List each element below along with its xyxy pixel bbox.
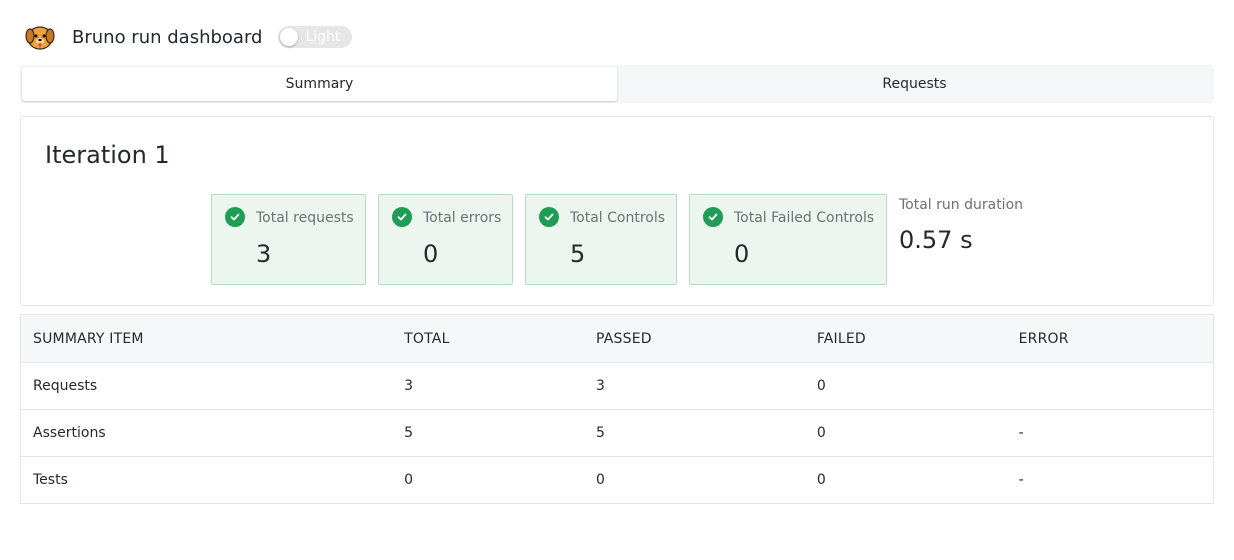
stat-total-failed-controls: Total Failed Controls 0 xyxy=(689,194,887,285)
cell-total: 3 xyxy=(392,362,584,410)
header-total: TOTAL xyxy=(392,314,584,363)
iteration-title: Iteration 1 xyxy=(45,141,170,169)
cell-total: 0 xyxy=(404,472,414,488)
cell-failed: 0 xyxy=(804,409,1007,457)
cell-error xyxy=(1006,362,1214,410)
cell-summary-item: Assertions xyxy=(20,409,393,457)
check-circle-icon xyxy=(703,207,723,227)
summary-table: SUMMARY ITEM TOTAL PASSED FAILED ERROR R… xyxy=(20,314,1214,504)
app-title: Bruno run dashboard xyxy=(72,26,263,48)
table-row: Requests 3 3 0 xyxy=(20,362,1214,410)
cell-total: 5 xyxy=(392,409,584,457)
stat-value: 5 xyxy=(570,240,586,268)
check-circle-icon xyxy=(225,207,245,227)
theme-toggle[interactable]: Light xyxy=(278,26,353,48)
cell-error: - xyxy=(1018,472,1024,488)
stat-value: 0 xyxy=(734,240,750,268)
cell-summary-item: Tests xyxy=(33,472,68,488)
cell-failed: 0 xyxy=(816,472,826,488)
stat-label: Total requests xyxy=(256,210,354,226)
cell-passed: 3 xyxy=(584,362,805,410)
duration-label: Total run duration xyxy=(899,197,1024,213)
table-header-row: SUMMARY ITEM TOTAL PASSED FAILED ERROR xyxy=(20,314,1214,363)
tab-requests[interactable]: Requests xyxy=(882,76,947,92)
table-row: Tests 0 0 0 - xyxy=(21,457,1214,504)
cell-error: - xyxy=(1006,409,1214,457)
table-row: Assertions 5 5 0 - xyxy=(20,409,1214,457)
header: Bruno run dashboard Light xyxy=(24,20,353,54)
check-circle-icon xyxy=(539,207,559,227)
cell-passed: 5 xyxy=(584,409,805,457)
stat-value: 3 xyxy=(256,240,272,268)
duration-value: 0.57 s xyxy=(899,226,973,254)
theme-toggle-label: Light xyxy=(305,29,341,45)
cell-summary-item: Requests xyxy=(20,362,393,410)
cell-failed: 0 xyxy=(804,362,1007,410)
stat-label: Total Controls xyxy=(570,210,666,226)
check-circle-icon xyxy=(392,207,412,227)
stat-total-controls: Total Controls 5 xyxy=(525,194,677,285)
tab-summary[interactable]: Summary xyxy=(22,67,617,101)
bruno-dog-logo-icon xyxy=(25,26,55,50)
header-failed: FAILED xyxy=(804,314,1007,363)
toggle-knob xyxy=(280,28,299,46)
stat-total-errors: Total errors 0 xyxy=(378,194,513,285)
stat-value: 0 xyxy=(423,240,439,268)
header-summary-item: SUMMARY ITEM xyxy=(20,314,393,363)
iteration-summary-card: Iteration 1 Total requests 3 Total error… xyxy=(20,116,1214,306)
header-error: ERROR xyxy=(1006,314,1214,363)
header-passed: PASSED xyxy=(584,314,805,363)
stat-label: Total errors xyxy=(423,210,502,226)
cell-passed: 0 xyxy=(596,472,605,488)
stat-label: Total Failed Controls xyxy=(734,210,875,226)
tab-bar: Summary Requests xyxy=(20,65,1214,103)
stat-total-requests: Total requests 3 xyxy=(211,194,366,285)
